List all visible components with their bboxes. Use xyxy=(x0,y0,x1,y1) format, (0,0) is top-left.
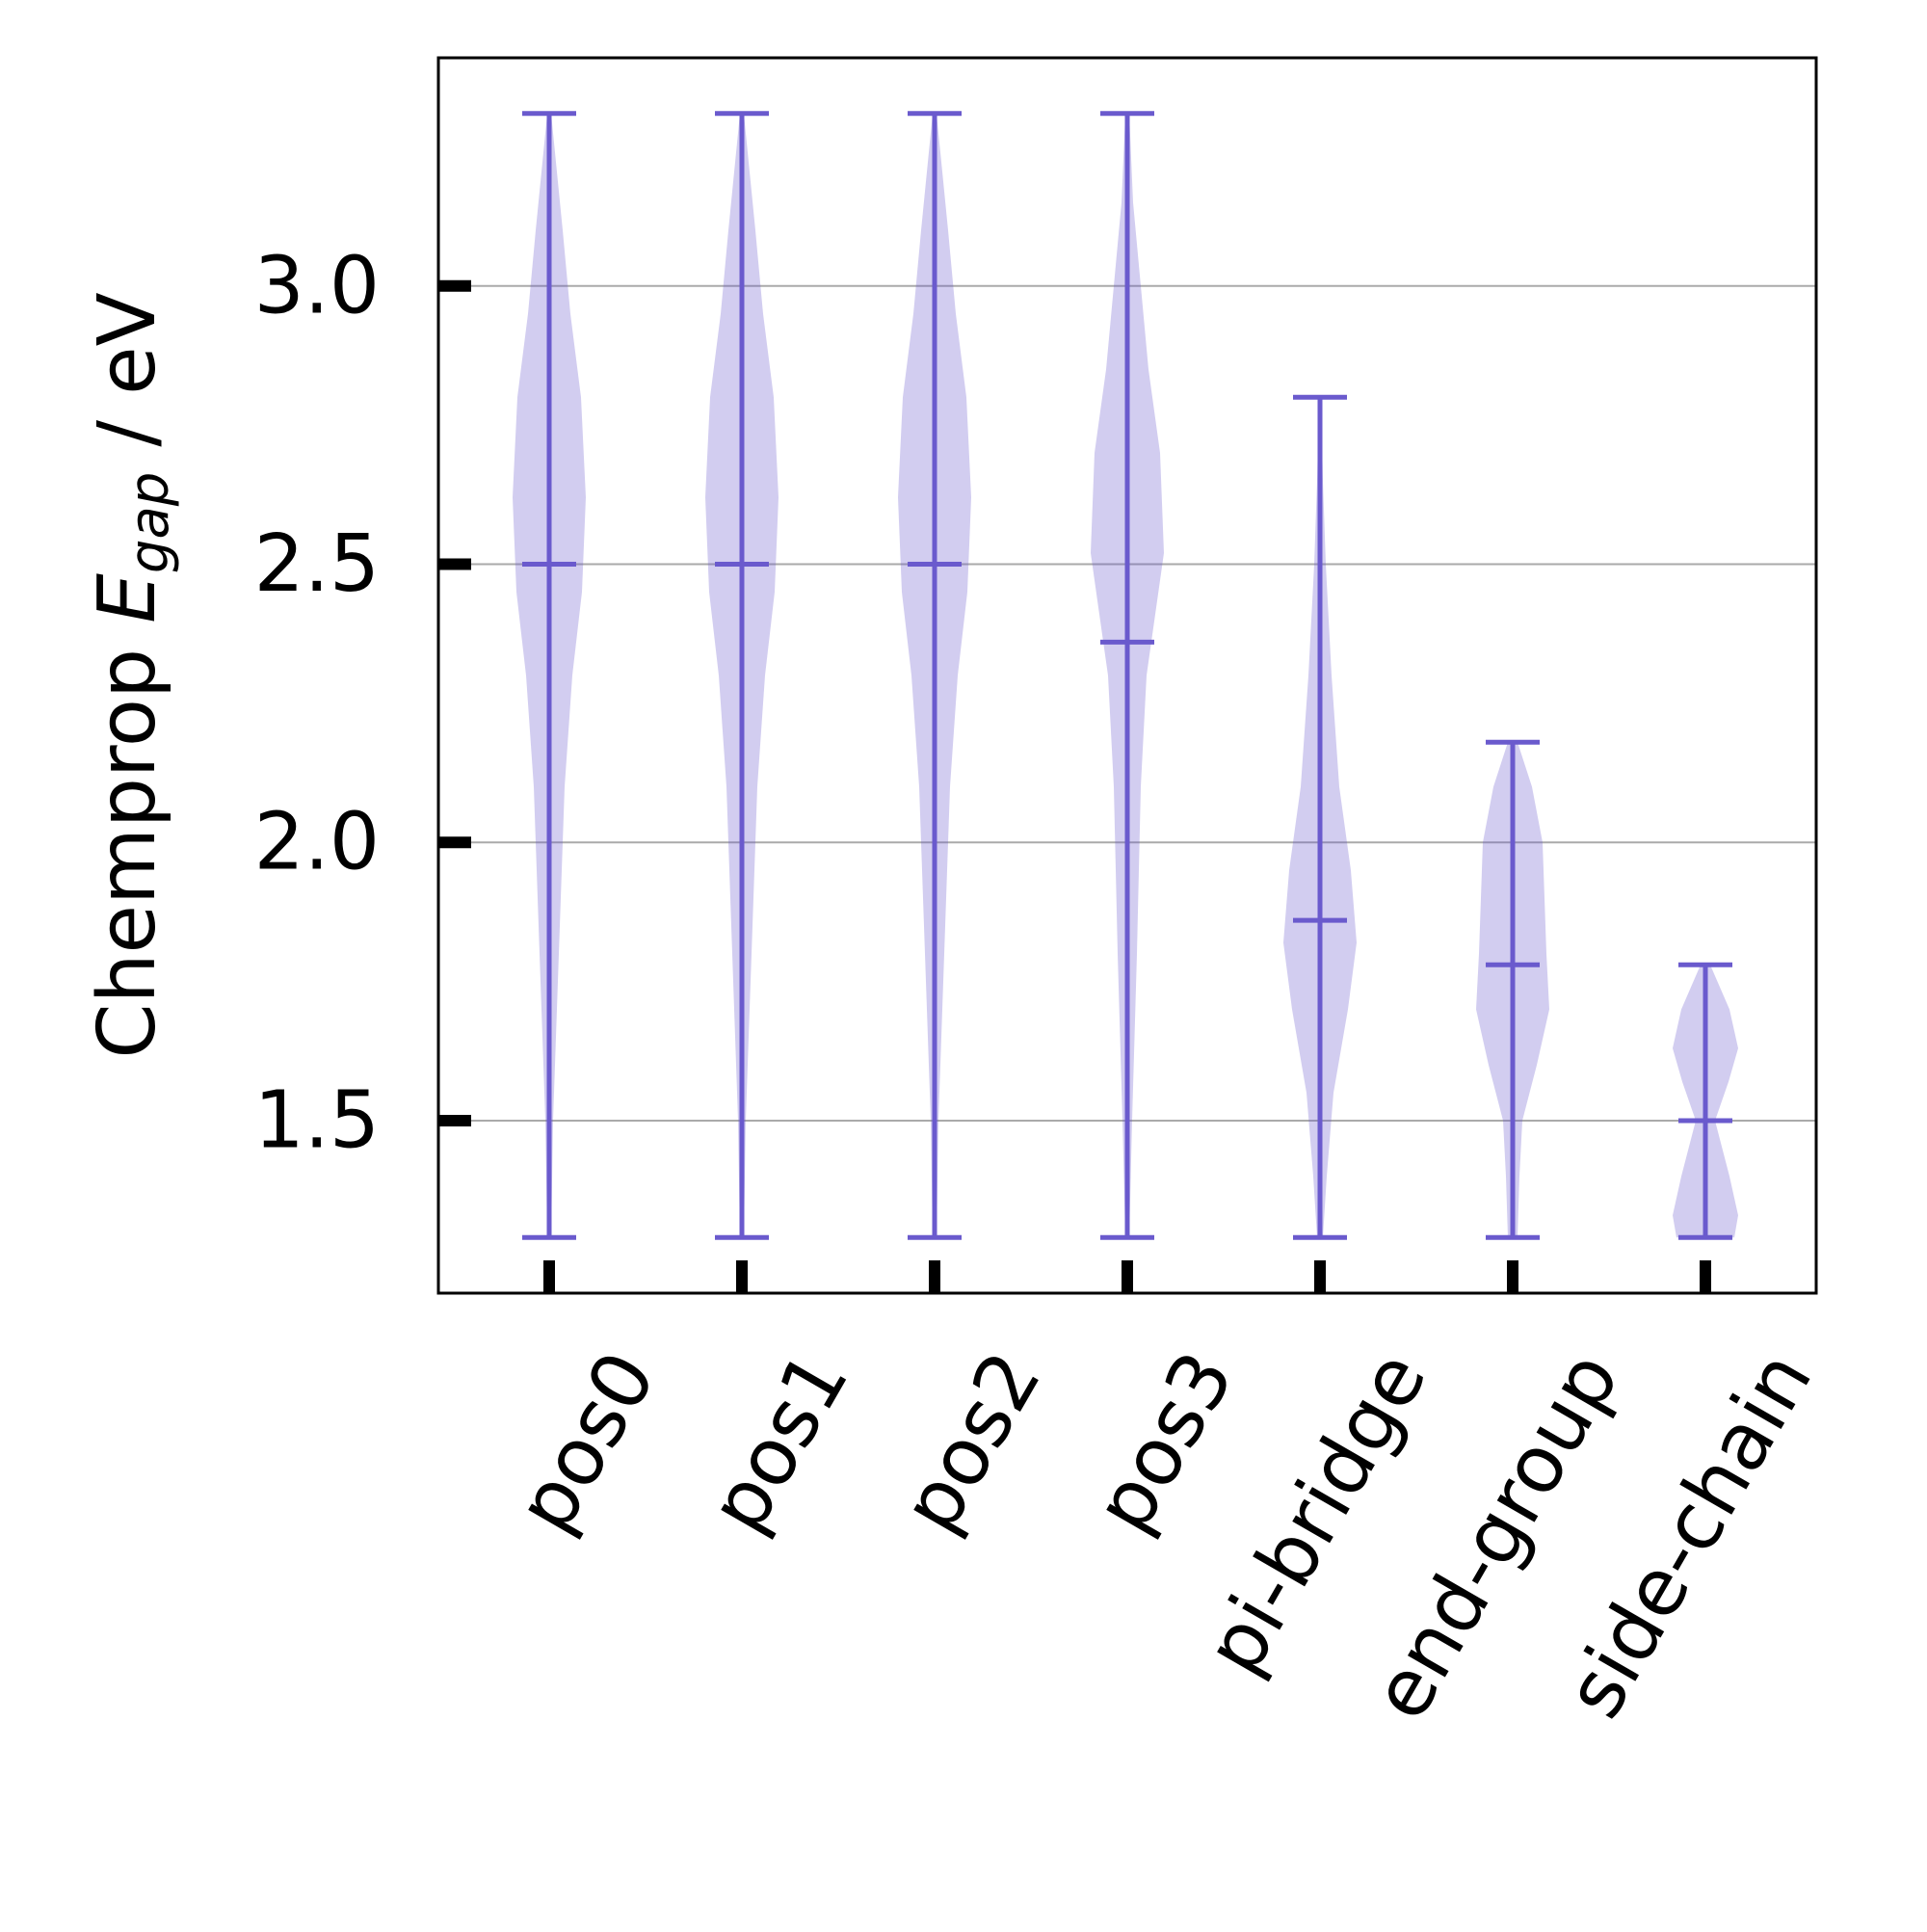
x-ticks: pos0 pos1 pos2 pos3pi-bridgeend-groupside-c… xyxy=(499,1260,1830,1735)
y-ticks: 1.5 2.0 2.5 3.0 xyxy=(254,240,471,1166)
violin-lines xyxy=(522,111,1732,1240)
y-axis-label-prefix: Chemprop xyxy=(82,623,173,1059)
y-axis-label-suffix: / eV xyxy=(82,292,173,471)
y-tick-label: 1.5 xyxy=(254,1074,380,1166)
x-tick-label-pos3: pos3 xyxy=(1077,1337,1252,1548)
y-tick-label: 2.0 xyxy=(254,797,380,888)
y-axis-label-subscript: gap xyxy=(119,472,181,573)
y-axis-label-symbol: E xyxy=(82,573,173,623)
y-axis-label: Chemprop Egap / eV xyxy=(82,292,181,1058)
x-tick-label-pos0: pos0 xyxy=(499,1337,673,1548)
x-tick-label-pos2: pos2 xyxy=(884,1337,1059,1548)
x-tick-label-pos1: pos1 xyxy=(692,1337,866,1548)
y-tick-label: 2.5 xyxy=(254,518,380,610)
y-tick-label: 3.0 xyxy=(254,240,380,331)
